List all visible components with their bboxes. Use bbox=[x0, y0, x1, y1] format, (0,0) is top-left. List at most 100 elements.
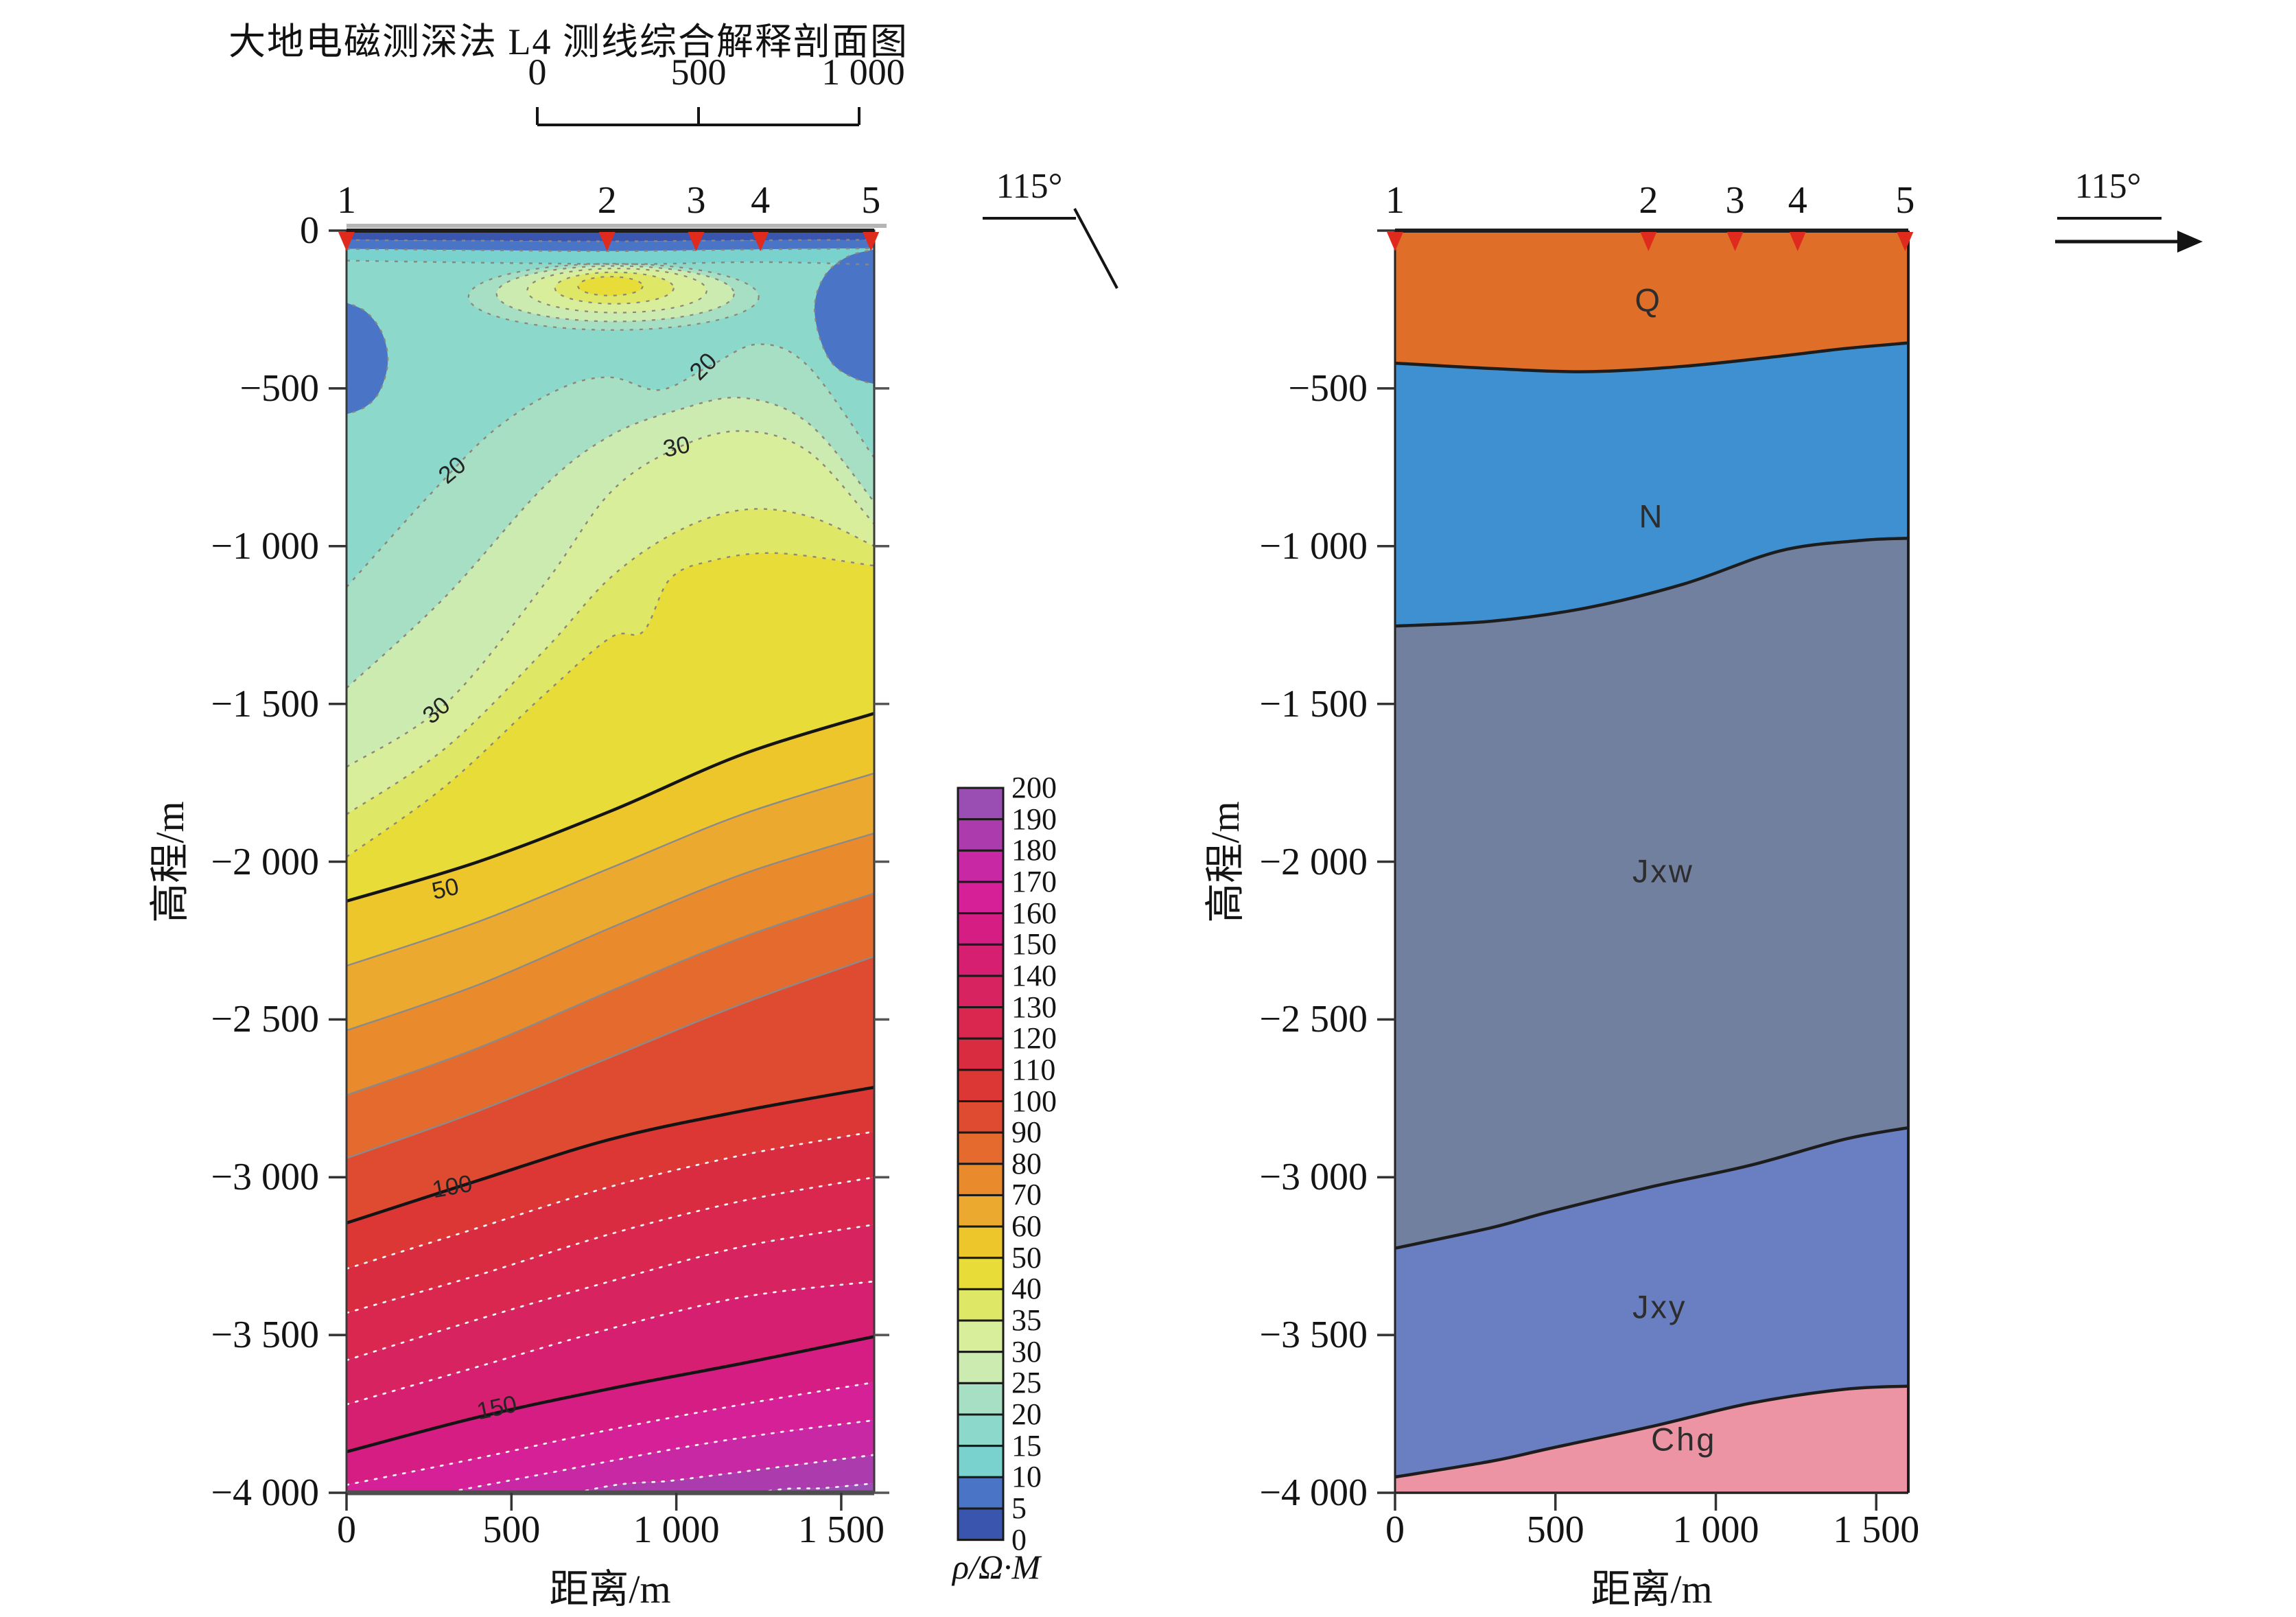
legend-value-label: 200 bbox=[1011, 771, 1057, 804]
layer-boundaries bbox=[1395, 341, 1908, 1479]
geologic-section-plot bbox=[1377, 229, 1914, 1511]
station-number-right: 1 bbox=[1385, 179, 1405, 222]
elevation-tick-label-left: −1 000 bbox=[211, 524, 319, 568]
layer-Jxy bbox=[1395, 1128, 1908, 1478]
legend-swatch bbox=[957, 1413, 1005, 1447]
station-marker-icon bbox=[863, 232, 880, 251]
legend-value-label: 180 bbox=[1011, 833, 1057, 868]
elevation-tick-label-left: 0 bbox=[300, 209, 319, 252]
legend-swatch bbox=[957, 1163, 1005, 1196]
elevation-tick-label-right: −2 000 bbox=[1259, 840, 1368, 883]
distance-axis-title-left: 距离/m bbox=[549, 1567, 671, 1612]
elevation-tick-label-left: −3 000 bbox=[211, 1156, 319, 1199]
legend-swatch bbox=[957, 975, 1005, 1009]
station-marker-icon bbox=[1897, 232, 1914, 251]
layer-N bbox=[1395, 342, 1908, 627]
station-marker-icon bbox=[752, 232, 769, 251]
station-marker-icon bbox=[338, 232, 355, 251]
distance-tick-label-right: 500 bbox=[1526, 1509, 1584, 1551]
distance-tick-label-right: 1 000 bbox=[1672, 1509, 1759, 1551]
legend-swatch bbox=[957, 1351, 1005, 1384]
legend-swatch bbox=[957, 1507, 1005, 1542]
station-marker-icon bbox=[688, 232, 705, 251]
station-number-left: 4 bbox=[751, 179, 771, 222]
legend-swatch bbox=[957, 787, 1005, 821]
distance-tick-label-right: 0 bbox=[1385, 1509, 1405, 1551]
legend-value-label: 0 bbox=[1011, 1522, 1027, 1557]
layer-label-N: N bbox=[1639, 498, 1665, 535]
layer-label-Chg: Chg bbox=[1651, 1421, 1717, 1458]
legend-value-label: 30 bbox=[1011, 1334, 1042, 1369]
legend-value-label: 40 bbox=[1011, 1272, 1042, 1306]
legend-value-label: 80 bbox=[1011, 1146, 1042, 1180]
geologic-layers bbox=[1395, 231, 1908, 1493]
legend-swatch bbox=[957, 818, 1005, 852]
resistivity-section-plot bbox=[329, 224, 889, 1511]
distance-tick-label-left: 0 bbox=[337, 1509, 356, 1551]
station-number-left: 3 bbox=[686, 179, 706, 222]
azimuth-arrow-right-icon bbox=[2055, 217, 2203, 253]
station-marker-icon bbox=[1387, 232, 1403, 251]
legend-swatch bbox=[957, 1257, 1005, 1290]
distance-axis-title-right: 距离/m bbox=[1591, 1567, 1713, 1612]
contour-value-label: 30 bbox=[660, 430, 692, 463]
contour-bands bbox=[347, 231, 874, 1493]
layer-Q bbox=[1395, 231, 1908, 372]
distance-tick-label-right: 1 500 bbox=[1833, 1509, 1920, 1551]
elevation-tick-label-right: −3 500 bbox=[1259, 1314, 1368, 1357]
station-number-right: 3 bbox=[1725, 179, 1745, 222]
legend-value-label: 150 bbox=[1011, 927, 1057, 962]
station-number-right: 5 bbox=[1895, 179, 1915, 222]
legend-swatch bbox=[957, 1319, 1005, 1353]
layer-label-Jxy: Jxy bbox=[1632, 1288, 1687, 1325]
legend-swatch bbox=[957, 1006, 1005, 1040]
legend-swatch bbox=[957, 1445, 1005, 1478]
legend-swatch bbox=[957, 1382, 1005, 1416]
azimuth-label-left: 115° bbox=[996, 167, 1063, 206]
legend-value-label: 35 bbox=[1011, 1303, 1042, 1338]
station-marker-icon bbox=[598, 232, 616, 251]
scale-bar-label: 500 bbox=[670, 51, 727, 93]
contour-value-label: 50 bbox=[429, 872, 462, 905]
elevation-tick-label-right: −500 bbox=[1288, 367, 1368, 410]
elevation-axis-title-left: 高程/m bbox=[148, 801, 192, 923]
legend-swatch bbox=[957, 1476, 1005, 1510]
elevation-tick-label-right: −4 000 bbox=[1259, 1471, 1368, 1514]
elevation-tick-label-left: −500 bbox=[239, 367, 319, 410]
azimuth-label-right: 115° bbox=[2074, 167, 2142, 206]
station-marker-icon bbox=[1640, 232, 1657, 251]
station-marker-icon bbox=[1726, 232, 1744, 251]
azimuth-symbol-left-icon bbox=[983, 208, 1118, 289]
elevation-tick-label-right: −1 000 bbox=[1259, 524, 1368, 568]
legend-value-label: 25 bbox=[1011, 1366, 1042, 1400]
station-marker-icon bbox=[1789, 232, 1806, 251]
scale-bar bbox=[536, 107, 860, 126]
distance-tick-label-left: 1 500 bbox=[797, 1509, 885, 1551]
elevation-tick-label-left: −1 500 bbox=[211, 682, 319, 725]
legend-swatch bbox=[957, 1037, 1005, 1071]
legend-value-label: 110 bbox=[1011, 1052, 1056, 1086]
legend-value-label: 130 bbox=[1011, 990, 1057, 1024]
legend-swatch bbox=[957, 912, 1005, 946]
legend-value-label: 10 bbox=[1011, 1460, 1042, 1494]
legend-value-label: 160 bbox=[1011, 896, 1057, 930]
legend-value-label: 50 bbox=[1011, 1240, 1042, 1275]
legend-value-label: 70 bbox=[1011, 1178, 1042, 1212]
legend-value-label: 140 bbox=[1011, 958, 1057, 992]
legend-swatch bbox=[957, 1194, 1005, 1228]
legend-frame bbox=[957, 787, 1005, 1542]
legend-value-label: 15 bbox=[1011, 1428, 1042, 1463]
legend-value-label: 100 bbox=[1011, 1084, 1057, 1118]
legend-value-label: 5 bbox=[1011, 1491, 1027, 1525]
station-number-right: 2 bbox=[1639, 179, 1659, 222]
legend-value-label: 60 bbox=[1011, 1209, 1042, 1244]
station-number-left: 1 bbox=[337, 179, 356, 222]
elevation-tick-label-left: −2 500 bbox=[211, 998, 319, 1041]
station-number-left: 5 bbox=[861, 179, 881, 222]
elevation-tick-label-left: −3 500 bbox=[211, 1314, 319, 1357]
elevation-tick-label-left: −4 000 bbox=[211, 1471, 319, 1514]
contour-overlays bbox=[347, 248, 874, 415]
scale-bar-label: 1 000 bbox=[821, 51, 905, 93]
legend-swatch bbox=[957, 943, 1005, 977]
